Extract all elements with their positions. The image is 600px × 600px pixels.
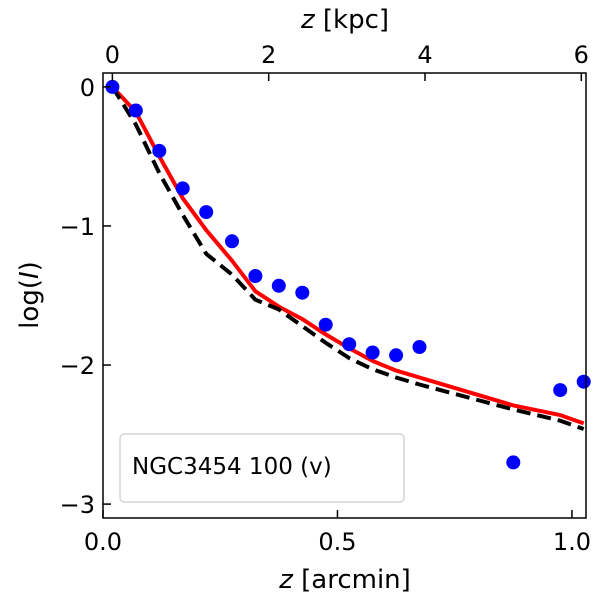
data-point (553, 383, 568, 398)
plot-frame (102, 72, 587, 519)
y-tick-label: −1 (60, 213, 95, 241)
top-x-tick-label: 0 (105, 41, 120, 69)
data-point (225, 234, 239, 249)
y-axis-title: log(I) (15, 261, 45, 329)
top-x-axis-title: z [kpc] (300, 5, 389, 35)
top-x-tick-label: 4 (417, 41, 432, 69)
data-point (199, 205, 214, 220)
series-line-model-black-dashed (110, 85, 585, 431)
x-tick-label: 1.0 (553, 528, 591, 556)
data-point (318, 317, 333, 332)
x-tick-label: 0.0 (84, 528, 122, 556)
axis-ticks: 0.0 0.5 1.0 0 −1 −2 −3 0 2 4 6 (60, 41, 591, 556)
data-point (342, 337, 357, 352)
scatter-points (105, 79, 591, 470)
data-point (248, 269, 263, 283)
data-point (389, 348, 404, 363)
legend: NGC3454 100 (v) (119, 433, 405, 503)
data-point (412, 340, 427, 354)
top-x-tick-label: 2 (261, 41, 276, 69)
data-point (105, 79, 120, 94)
legend-box (119, 433, 405, 503)
data-point (152, 143, 167, 158)
data-point (271, 278, 286, 293)
data-point (365, 345, 380, 360)
series-lines (110, 85, 585, 431)
x-axis-title: z [arcmin] (278, 565, 411, 595)
data-point (128, 103, 143, 118)
series-line-model-red (110, 85, 585, 426)
y-tick-label: −2 (60, 352, 95, 380)
data-point (506, 455, 521, 470)
data-point (295, 285, 310, 300)
y-tick-label: 0 (80, 74, 95, 102)
legend-label: NGC3454 100 (v) (132, 454, 332, 480)
top-x-tick-label: 6 (574, 41, 589, 69)
y-tick-label: −3 (60, 491, 95, 519)
data-point (576, 374, 591, 389)
data-point (175, 181, 190, 196)
x-tick-label: 0.5 (318, 528, 356, 556)
